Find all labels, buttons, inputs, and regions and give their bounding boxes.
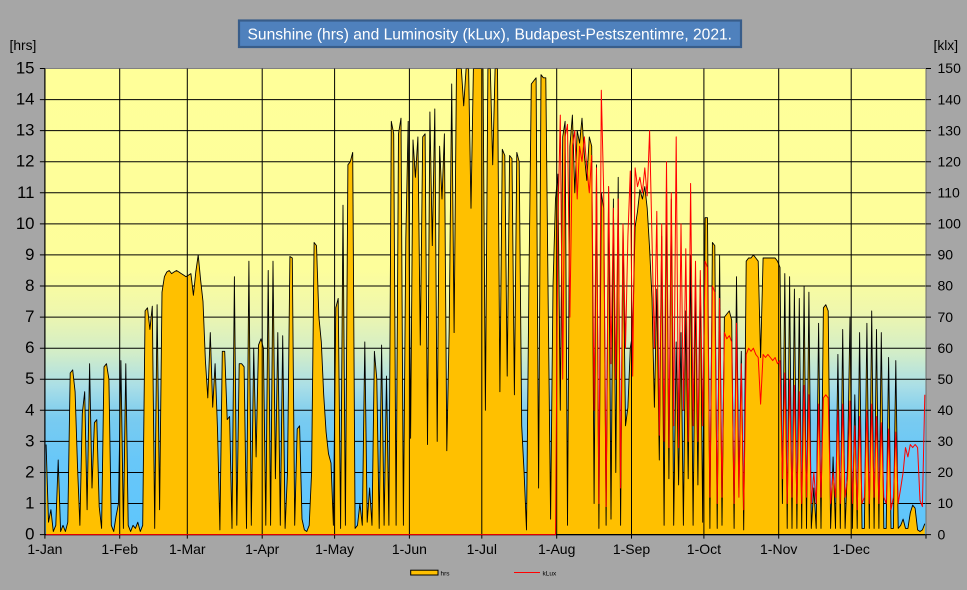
- svg-text:4: 4: [25, 400, 34, 419]
- svg-text:5: 5: [25, 369, 34, 388]
- svg-text:20: 20: [938, 464, 954, 480]
- svg-text:80: 80: [938, 278, 954, 294]
- svg-text:6: 6: [25, 338, 34, 357]
- svg-text:60: 60: [938, 340, 954, 356]
- svg-text:140: 140: [938, 91, 962, 107]
- svg-text:100: 100: [938, 216, 962, 232]
- svg-text:40: 40: [938, 402, 954, 418]
- svg-text:1-Aug: 1-Aug: [538, 541, 575, 557]
- svg-text:0: 0: [25, 525, 34, 544]
- svg-text:1-Oct: 1-Oct: [687, 541, 721, 557]
- svg-text:9: 9: [25, 245, 34, 264]
- svg-text:12: 12: [16, 152, 35, 171]
- svg-text:[hrs]: [hrs]: [10, 38, 37, 53]
- svg-text:11: 11: [17, 183, 34, 202]
- svg-text:1-Jul: 1-Jul: [467, 541, 497, 557]
- svg-text:120: 120: [938, 153, 962, 169]
- svg-text:90: 90: [938, 247, 954, 263]
- svg-text:15: 15: [16, 59, 35, 78]
- svg-text:10: 10: [938, 495, 954, 511]
- svg-text:1-Nov: 1-Nov: [760, 541, 797, 557]
- svg-text:10: 10: [16, 214, 35, 233]
- svg-text:[klx]: [klx]: [934, 38, 959, 53]
- svg-text:kLux: kLux: [543, 571, 557, 578]
- svg-text:13: 13: [16, 121, 35, 140]
- svg-text:7: 7: [25, 307, 34, 326]
- svg-text:Sunshine (hrs) and Luminosity: Sunshine (hrs) and Luminosity (kLux), Bu…: [248, 26, 733, 43]
- svg-text:1-Apr: 1-Apr: [245, 541, 280, 557]
- svg-text:130: 130: [938, 122, 962, 138]
- svg-text:50: 50: [938, 371, 954, 387]
- svg-text:110: 110: [938, 185, 961, 201]
- svg-text:8: 8: [25, 276, 34, 295]
- svg-text:1-Mar: 1-Mar: [169, 541, 206, 557]
- svg-text:1-Feb: 1-Feb: [101, 541, 138, 557]
- svg-text:2: 2: [25, 463, 34, 482]
- svg-text:1-Dec: 1-Dec: [833, 541, 870, 557]
- svg-text:hrs: hrs: [441, 571, 451, 578]
- svg-text:1-Jan: 1-Jan: [27, 541, 62, 557]
- svg-text:0: 0: [938, 526, 946, 542]
- svg-text:70: 70: [938, 309, 954, 325]
- svg-text:1: 1: [25, 494, 34, 513]
- svg-text:1-Jun: 1-Jun: [392, 541, 427, 557]
- svg-text:30: 30: [938, 433, 954, 449]
- svg-text:14: 14: [16, 90, 35, 109]
- svg-text:150: 150: [938, 60, 962, 76]
- svg-text:3: 3: [25, 431, 34, 450]
- svg-text:1-Sep: 1-Sep: [613, 541, 651, 557]
- svg-text:1-May: 1-May: [315, 541, 354, 557]
